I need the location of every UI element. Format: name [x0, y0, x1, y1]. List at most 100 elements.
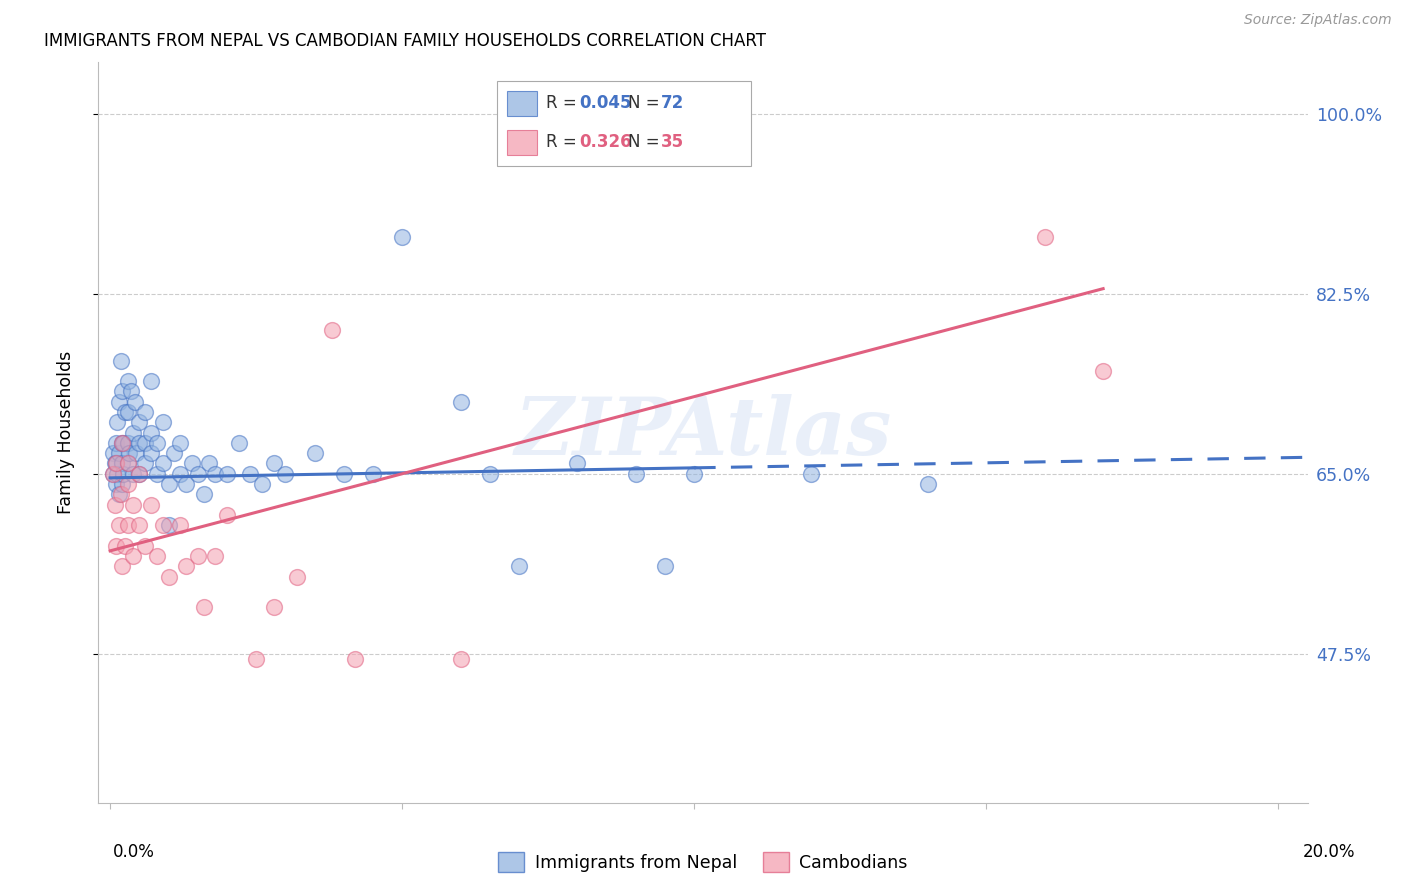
Point — [128, 518, 150, 533]
Point — [118, 446, 141, 460]
Point — [174, 477, 197, 491]
Point — [108, 446, 131, 460]
Point — [104, 457, 127, 471]
Point — [111, 436, 134, 450]
Point — [101, 446, 124, 460]
Text: Source: ZipAtlas.com: Source: ZipAtlas.com — [1244, 13, 1392, 28]
Point — [193, 600, 215, 615]
Point — [134, 457, 156, 471]
Text: N =: N = — [628, 133, 665, 151]
Point — [332, 467, 354, 481]
Point — [122, 425, 145, 440]
Point — [157, 518, 180, 533]
Point — [917, 477, 939, 491]
Point — [101, 467, 124, 481]
Point — [152, 518, 174, 533]
Point — [117, 457, 139, 471]
Point — [146, 436, 169, 450]
Point — [111, 436, 134, 450]
Text: N =: N = — [628, 95, 665, 112]
FancyBboxPatch shape — [508, 91, 537, 117]
Text: R =: R = — [546, 95, 582, 112]
Point — [263, 457, 285, 471]
Point — [239, 467, 262, 481]
Point — [228, 436, 250, 450]
Point — [117, 457, 139, 471]
Point — [304, 446, 326, 460]
Point — [104, 477, 127, 491]
Point — [128, 415, 150, 429]
Point — [117, 518, 139, 533]
Point — [139, 446, 162, 460]
Point — [146, 467, 169, 481]
Point — [122, 467, 145, 481]
Point — [110, 353, 132, 368]
Text: R =: R = — [546, 133, 582, 151]
FancyBboxPatch shape — [498, 81, 751, 166]
Point — [478, 467, 501, 481]
Point — [152, 415, 174, 429]
Point — [187, 467, 209, 481]
Point — [344, 652, 367, 666]
Point — [321, 323, 343, 337]
Point — [157, 569, 180, 583]
Point — [104, 457, 127, 471]
Point — [204, 467, 226, 481]
Point — [654, 559, 676, 574]
Point — [134, 405, 156, 419]
Point — [120, 384, 142, 399]
Point — [101, 467, 124, 481]
Point — [134, 436, 156, 450]
Y-axis label: Family Households: Family Households — [56, 351, 75, 515]
FancyBboxPatch shape — [508, 130, 537, 155]
Point — [193, 487, 215, 501]
Text: 20.0%: 20.0% — [1302, 843, 1355, 861]
Point — [104, 457, 127, 471]
Point — [1092, 364, 1115, 378]
Point — [111, 436, 134, 450]
Point — [117, 477, 139, 491]
Point — [111, 467, 134, 481]
Point — [108, 394, 131, 409]
Point — [139, 374, 162, 388]
Point — [215, 467, 238, 481]
Point — [117, 436, 139, 450]
Point — [146, 549, 169, 563]
Point — [117, 405, 139, 419]
Point — [152, 457, 174, 471]
Point — [174, 559, 197, 574]
Point — [122, 549, 145, 563]
Text: 0.0%: 0.0% — [112, 843, 155, 861]
Text: ZIPAtlas: ZIPAtlas — [515, 394, 891, 471]
Point — [169, 467, 191, 481]
Legend: Immigrants from Nepal, Cambodians: Immigrants from Nepal, Cambodians — [491, 845, 915, 879]
Text: 72: 72 — [661, 95, 683, 112]
Point — [128, 467, 150, 481]
Point — [134, 539, 156, 553]
Point — [391, 230, 413, 244]
Point — [104, 539, 127, 553]
Point — [125, 446, 148, 460]
Point — [124, 394, 146, 409]
Point — [104, 498, 127, 512]
Point — [263, 600, 285, 615]
Point — [250, 477, 273, 491]
Point — [624, 467, 647, 481]
Point — [187, 549, 209, 563]
Point — [567, 457, 589, 471]
Point — [111, 384, 134, 399]
Point — [114, 539, 136, 553]
Point — [104, 436, 127, 450]
Point — [450, 652, 472, 666]
Point — [111, 457, 134, 471]
Point — [274, 467, 297, 481]
Point — [800, 467, 823, 481]
Text: 35: 35 — [661, 133, 683, 151]
Text: IMMIGRANTS FROM NEPAL VS CAMBODIAN FAMILY HOUSEHOLDS CORRELATION CHART: IMMIGRANTS FROM NEPAL VS CAMBODIAN FAMIL… — [44, 32, 766, 50]
Point — [110, 487, 132, 501]
Point — [683, 467, 706, 481]
Point — [122, 498, 145, 512]
Point — [204, 549, 226, 563]
Point — [105, 415, 128, 429]
Point — [139, 425, 162, 440]
